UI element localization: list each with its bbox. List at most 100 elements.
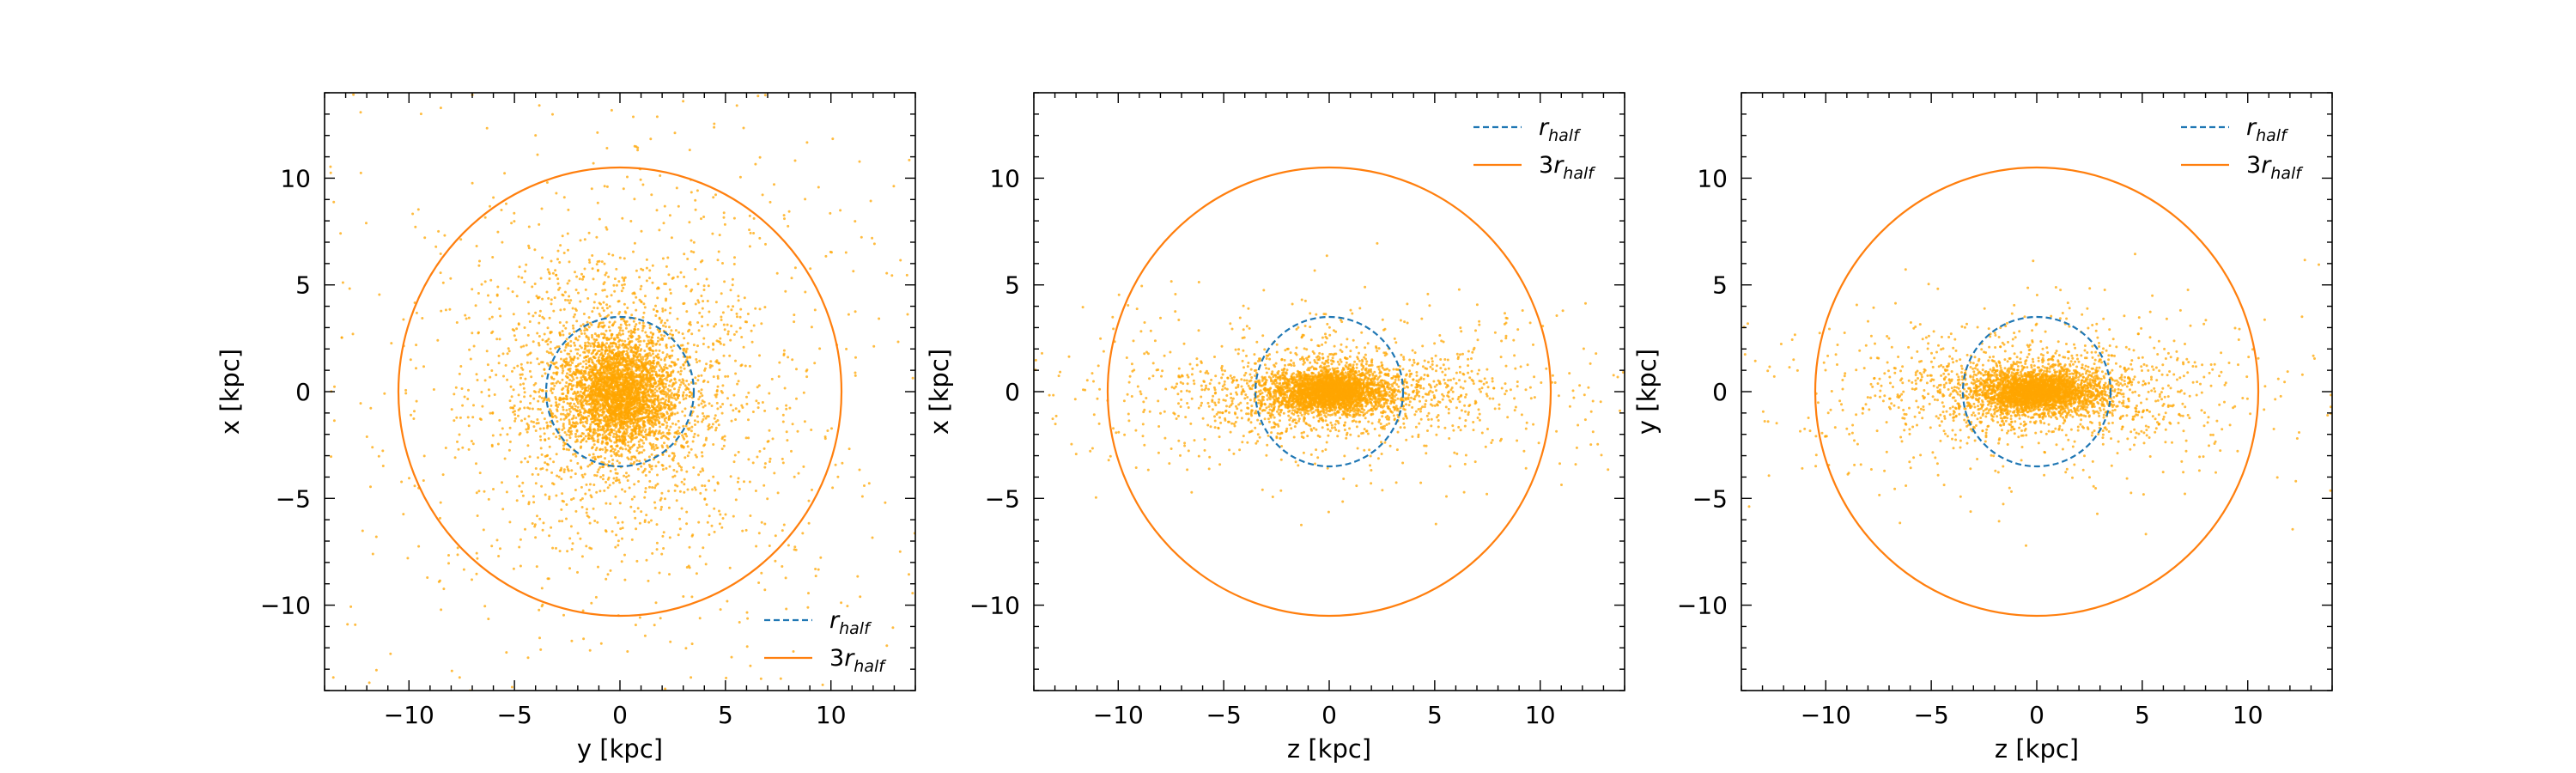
star-point [519,376,522,380]
star-point [564,362,568,365]
star-point [607,275,611,278]
star-point [645,514,648,517]
star-point [491,434,495,437]
star-point [605,366,609,369]
star-point [646,355,649,358]
star-point [546,362,549,365]
star-point [568,352,571,356]
star-point [570,432,573,435]
star-point [647,351,651,355]
star-point [623,408,626,411]
star-point [586,508,588,511]
star-point [521,481,525,484]
star-point [708,479,711,483]
star-point [587,437,591,441]
star-point [523,406,526,410]
star-point [583,356,586,359]
star-point [601,466,605,469]
star-point [609,569,612,572]
star-point [604,360,607,362]
star-point [709,360,713,363]
star-point [482,528,485,532]
star-point [574,489,577,491]
star-point [549,331,552,334]
star-point [487,618,490,621]
star-point [715,390,719,393]
star-point [556,380,560,383]
star-point [696,434,700,437]
star-point [593,340,597,344]
star-point [630,390,634,393]
star-point [654,304,657,307]
star-point [538,427,542,430]
star-point [529,351,532,355]
star-point [540,207,544,210]
star-point [674,362,677,366]
star-point [712,196,715,199]
star-point [635,424,639,428]
star-point [604,407,607,411]
star-point [536,418,539,421]
star-point [626,366,629,369]
star-point [547,338,550,341]
star-point [616,387,619,391]
star-point [590,394,593,398]
star-point [707,284,710,288]
star-point [769,200,772,204]
star-point [787,356,790,359]
star-point [659,432,663,435]
star-point [584,435,587,438]
star-point [586,422,588,425]
star-point [784,576,787,580]
star-point [745,611,749,614]
star-point [596,455,599,459]
star-point [565,320,568,324]
star-point [684,397,688,400]
star-point [590,547,593,551]
star-point [555,381,558,385]
star-point [607,326,611,329]
star-point [656,410,659,413]
star-point [611,423,615,426]
star-point [683,456,687,460]
star-point [637,404,641,407]
star-point [623,365,626,368]
star-point [628,356,631,360]
star-point [538,636,541,640]
star-point [570,498,573,502]
star-point [525,263,528,266]
star-point [667,490,671,493]
star-point [332,200,336,204]
star-point [705,503,708,506]
star-point [712,475,715,478]
star-point [683,414,687,417]
star-point [490,315,494,319]
star-point [555,453,558,456]
star-point [566,550,569,553]
star-point [623,356,626,360]
star-point [544,389,548,393]
star-point [658,364,661,368]
star-point [569,525,573,528]
star-point [554,269,557,272]
star-point [701,484,704,487]
star-point [671,459,675,462]
star-point [686,445,690,448]
star-point [639,419,642,423]
star-point [537,456,539,460]
star-point [632,250,635,253]
star-point [574,417,578,419]
star-point [587,414,591,417]
star-point [538,335,541,338]
star-point [660,552,664,556]
star-point [580,506,584,508]
star-point [732,393,736,397]
star-point [642,311,646,314]
star-point [544,493,547,496]
star-point [682,393,684,397]
star-point [541,411,544,415]
star-point [702,415,706,418]
star-point [594,293,598,295]
star-point [553,414,556,417]
star-point [714,429,717,432]
